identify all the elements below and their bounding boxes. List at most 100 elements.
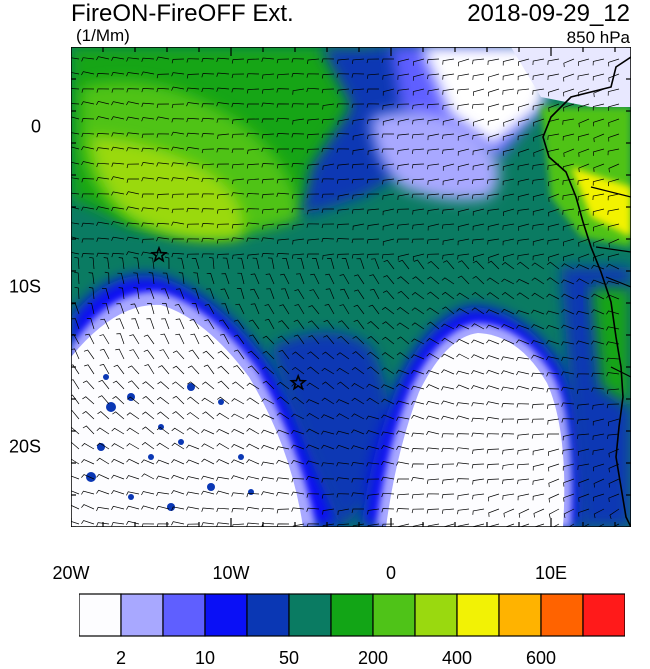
wind-barb — [156, 207, 170, 212]
colorbar-label: 600 — [525, 648, 557, 668]
wind-barb — [471, 463, 485, 469]
wind-barb — [381, 148, 394, 153]
wind-barb — [246, 476, 260, 481]
wind-barb — [488, 133, 500, 142]
x-tick-label: 10E — [534, 563, 568, 583]
wind-barb — [102, 302, 110, 315]
wind-barb — [411, 493, 425, 499]
wind-barb — [216, 193, 230, 199]
wind-barb — [201, 397, 215, 405]
wind-barb — [202, 350, 215, 360]
wind-barb — [111, 132, 125, 137]
wind-barb — [246, 73, 260, 78]
wind-barb — [576, 356, 590, 361]
wind-barb — [471, 370, 485, 375]
wind-barb — [246, 222, 260, 227]
wind-barb — [216, 238, 230, 244]
wind-barb — [201, 507, 215, 512]
wind-barb — [250, 273, 260, 285]
wind-barb — [113, 364, 125, 375]
wind-barb — [381, 367, 395, 375]
wind-barb — [322, 253, 335, 260]
wind-barb — [112, 380, 125, 390]
wind-barb — [396, 445, 410, 450]
wind-barb — [427, 163, 440, 170]
wind-barb — [267, 257, 275, 270]
wind-barb — [96, 457, 110, 465]
wind-barb — [186, 162, 200, 167]
wind-barb — [203, 364, 215, 375]
wind-barb — [592, 58, 605, 66]
wind-barb — [397, 336, 410, 345]
wind-barb — [548, 493, 560, 503]
wind-barb — [201, 117, 215, 123]
wind-barb — [576, 340, 590, 345]
wind-barb — [442, 478, 455, 485]
wind-barb — [397, 58, 410, 66]
wind-barb — [563, 73, 575, 82]
wind-barb — [382, 223, 395, 231]
wind-barb — [74, 286, 80, 300]
wind-barb — [291, 58, 305, 63]
wind-barb — [341, 258, 350, 270]
wind-barb — [383, 275, 395, 285]
wind-barb — [203, 334, 215, 345]
wind-barb — [562, 463, 575, 471]
wind-barb — [96, 133, 110, 138]
wind-barb — [231, 88, 245, 93]
wind-barb — [593, 508, 605, 519]
wind-barb — [201, 237, 215, 243]
wind-barb — [352, 148, 365, 155]
wind-barb — [547, 403, 560, 409]
wind-barb — [546, 293, 560, 300]
wind-barb — [133, 287, 140, 300]
wind-barb — [291, 366, 305, 375]
wind-barb — [186, 193, 200, 199]
wind-barb — [356, 258, 365, 270]
wind-barb — [547, 238, 560, 245]
wind-barb — [111, 221, 125, 226]
wind-barb — [307, 118, 320, 125]
wind-barb — [397, 223, 410, 230]
wind-barb — [473, 253, 485, 261]
wind-barb — [321, 430, 335, 435]
wind-barb — [563, 88, 575, 97]
wind-barb — [471, 402, 485, 407]
wind-barb — [487, 148, 500, 155]
wind-barb — [148, 272, 155, 285]
wind-barb — [351, 462, 365, 467]
wind-barb — [546, 433, 559, 438]
sw-clear — [71, 304, 303, 527]
wind-barb — [501, 262, 515, 270]
wind-barb — [193, 272, 200, 285]
wind-barb — [456, 402, 470, 407]
wind-barb — [156, 193, 170, 199]
wind-barb — [591, 309, 605, 315]
wind-barb — [518, 508, 530, 518]
wind-barb — [306, 178, 320, 184]
wind-barb — [246, 506, 260, 512]
wind-barb — [502, 478, 515, 485]
wind-barb — [231, 223, 245, 229]
wind-barb — [456, 433, 470, 438]
wind-barb — [441, 400, 455, 405]
wind-barb — [591, 340, 605, 345]
wind-barb — [366, 88, 379, 93]
wind-barb — [576, 278, 590, 285]
wind-barb — [486, 309, 500, 315]
wind-barb — [369, 288, 380, 300]
wind-barb — [366, 445, 380, 450]
wind-barb — [503, 118, 515, 127]
wind-barb — [111, 505, 125, 510]
wind-barb — [367, 208, 380, 215]
wind-barb — [426, 352, 440, 360]
wind-barb — [442, 103, 455, 110]
wind-barb — [517, 163, 530, 171]
wind-barb — [340, 288, 350, 300]
wind-barb — [381, 336, 395, 345]
wind-barb — [71, 116, 80, 120]
wind-barb — [306, 73, 320, 78]
wind-barb — [396, 238, 410, 243]
wind-barb — [306, 193, 320, 199]
wind-barb — [339, 304, 350, 315]
